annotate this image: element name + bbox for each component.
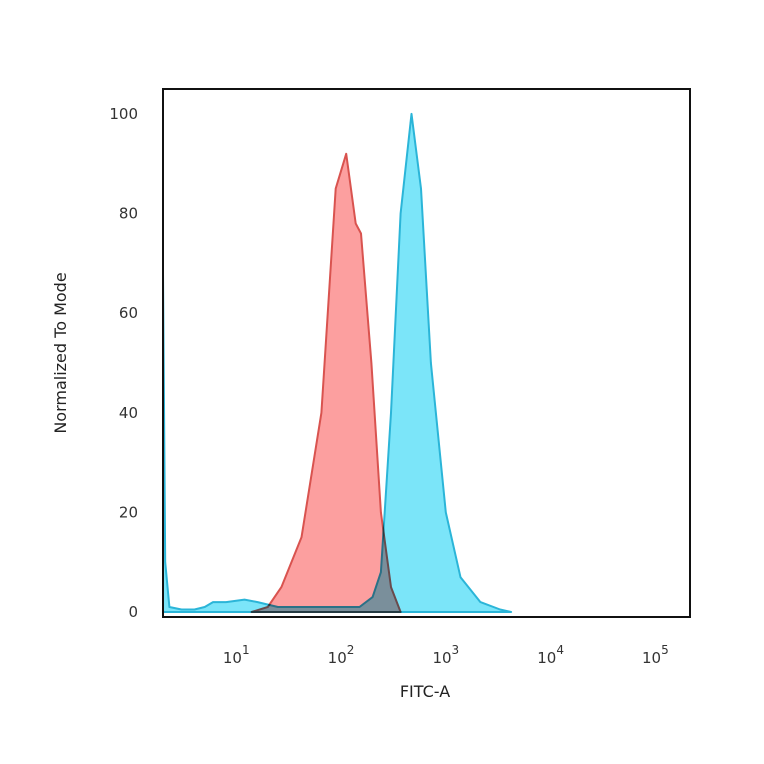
x-tick-label: 101 [223, 643, 250, 667]
x-tick-label: 102 [328, 643, 355, 667]
y-axis-label: Normalized To Mode [51, 272, 70, 433]
x-tick-label: 104 [537, 643, 564, 667]
x-tick-label: 105 [642, 643, 669, 667]
x-axis-label: FITC-A [400, 682, 450, 701]
y-tick-label: 0 [128, 603, 138, 621]
y-tick-label: 80 [119, 205, 138, 223]
x-tick-label: 103 [432, 643, 459, 667]
y-tick-label: 20 [119, 503, 138, 521]
plot-area [162, 112, 513, 614]
y-tick-label: 60 [119, 304, 138, 322]
plot-frame [162, 88, 691, 618]
y-tick-label: 40 [119, 404, 138, 422]
histogram-series-1 [250, 152, 402, 614]
y-tick-label: 100 [109, 105, 138, 123]
histogram-series-2 [162, 112, 513, 614]
